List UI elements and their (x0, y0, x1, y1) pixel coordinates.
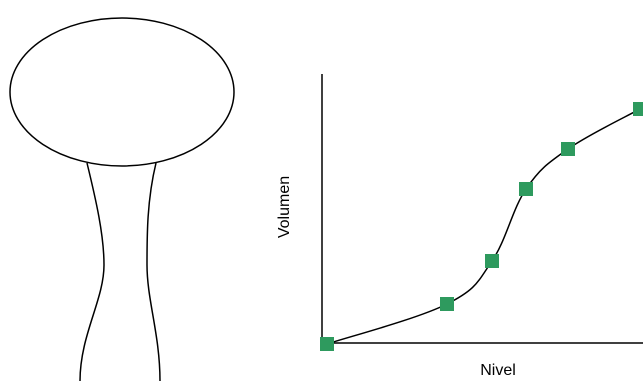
series-line (326, 108, 641, 345)
data-point-5 (561, 142, 575, 156)
data-point-6 (633, 102, 643, 116)
data-point-2 (440, 297, 454, 311)
flask-neck (79, 162, 161, 381)
chart: Nivel Volumen (276, 74, 643, 379)
flask-bulb (9, 17, 235, 167)
data-point-1 (320, 337, 334, 351)
round-bottom-flask-icon (9, 17, 235, 381)
y-axis-label: Volumen (276, 176, 293, 238)
series-markers (320, 102, 643, 351)
x-axis-label: Nivel (480, 362, 516, 379)
data-point-3 (485, 254, 499, 268)
data-point-4 (519, 182, 533, 196)
